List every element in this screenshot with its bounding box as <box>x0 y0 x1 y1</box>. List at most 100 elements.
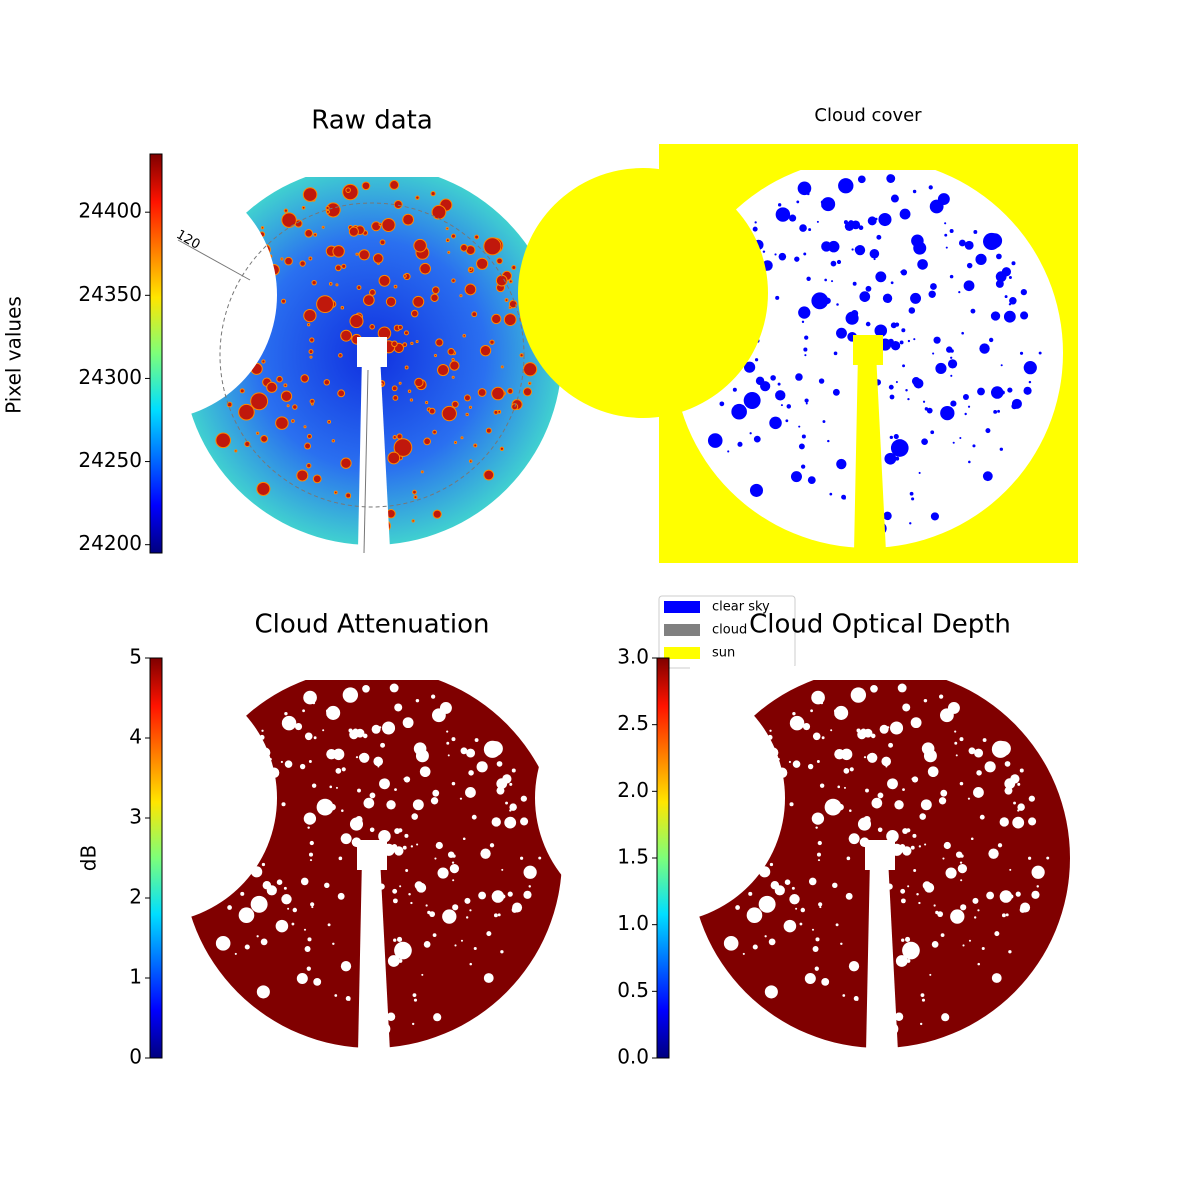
mask <box>358 858 390 1052</box>
sky-blob <box>402 717 414 729</box>
sky-blob <box>309 337 315 343</box>
mask <box>358 355 390 549</box>
sky-blob <box>865 285 872 292</box>
sky-blob <box>429 911 436 918</box>
sky-blob <box>889 435 893 440</box>
sky-blob <box>890 341 901 351</box>
sky-blob <box>836 458 847 470</box>
sky-blob <box>993 409 998 414</box>
sky-blob <box>1009 297 1017 305</box>
sky-blob <box>894 322 900 327</box>
sky-blob <box>911 234 924 248</box>
sky-blob <box>296 469 309 482</box>
sky-blob <box>910 717 922 729</box>
sky-blob <box>396 433 403 440</box>
sky-blob <box>324 882 330 889</box>
sky-blob <box>446 730 449 733</box>
sky-blob <box>468 770 472 774</box>
sky-blob <box>415 698 420 703</box>
sky-blob <box>888 338 894 345</box>
sky-blob <box>391 340 398 348</box>
sky-blob <box>379 778 390 790</box>
sky-blob <box>398 381 402 385</box>
sky-blob <box>486 931 492 937</box>
sky-blob <box>459 294 463 298</box>
sky-blob <box>369 792 376 799</box>
sky-blob <box>873 258 876 261</box>
sky-blob <box>727 450 730 453</box>
sky-blob <box>304 946 311 952</box>
sky-blob <box>889 394 895 400</box>
tick-label: 5 <box>129 645 142 669</box>
sky-blob <box>912 833 917 838</box>
sky-blob <box>875 217 878 221</box>
sky-blob <box>266 885 277 896</box>
sky-blob <box>994 931 1000 937</box>
sky-blob <box>962 944 965 947</box>
sky-blob <box>474 738 479 742</box>
sky-blob <box>260 435 268 443</box>
sky-blob <box>841 181 846 187</box>
sky-blob <box>507 891 513 897</box>
sky-blob <box>911 376 921 386</box>
sky-blob <box>974 748 984 758</box>
sky-blob <box>962 394 969 401</box>
sky-blob <box>917 259 928 270</box>
sky-blob <box>752 944 758 950</box>
sky-blob <box>306 463 312 469</box>
sky-blob <box>769 729 772 732</box>
sky-blob <box>342 687 359 703</box>
sky-blob <box>413 495 418 500</box>
sky-blob <box>899 208 911 220</box>
sky-blob <box>902 941 920 960</box>
sky-blob <box>1031 890 1040 899</box>
sky-blob <box>990 311 1001 321</box>
sky-blob <box>473 443 478 448</box>
sky-image <box>518 144 1078 563</box>
sky-blob <box>326 713 330 717</box>
sky-blob <box>469 962 473 966</box>
sky-blob <box>391 385 398 392</box>
sky-blob <box>817 840 822 846</box>
sky-blob <box>853 996 859 1001</box>
sky-blob <box>266 381 278 393</box>
colorbar-label: Pixel values <box>2 296 26 414</box>
sky-blob <box>957 864 968 874</box>
sky-blob <box>292 907 298 913</box>
sky-blob <box>954 741 958 745</box>
sky-blob <box>1001 913 1006 918</box>
sky-blob <box>478 891 487 900</box>
sky-blob <box>276 375 283 383</box>
sky-blob <box>1012 816 1025 829</box>
sky-blob <box>983 232 1001 251</box>
sky-blob <box>419 262 431 275</box>
sky-blob <box>804 972 816 984</box>
sky-blob <box>810 709 813 713</box>
sky-blob <box>523 865 537 879</box>
sky-blob <box>379 726 382 729</box>
sky-blob <box>413 998 418 1002</box>
sky-blob <box>496 761 503 767</box>
sky-blob <box>452 879 455 882</box>
sky-blob <box>869 249 880 259</box>
sky-blob <box>378 274 391 287</box>
sky-blob <box>1008 950 1012 954</box>
sky-blob <box>434 857 437 860</box>
sky-blob <box>393 199 403 209</box>
sky-blob <box>404 365 409 370</box>
sky-blob <box>520 795 527 802</box>
sky-blob <box>446 741 450 745</box>
sky-blob <box>803 252 807 256</box>
sky-blob <box>431 204 447 220</box>
sky-blob <box>397 936 403 943</box>
sky-blob <box>1038 351 1042 355</box>
sky-blob <box>796 200 800 204</box>
sky-blob <box>244 440 251 448</box>
sky-blob <box>261 359 266 364</box>
sky-blob <box>509 782 513 786</box>
sky-blob <box>794 256 800 262</box>
sky-blob <box>882 293 893 304</box>
sky-blob <box>523 890 532 899</box>
sky-blob <box>361 181 371 191</box>
sky-blob <box>812 946 819 952</box>
